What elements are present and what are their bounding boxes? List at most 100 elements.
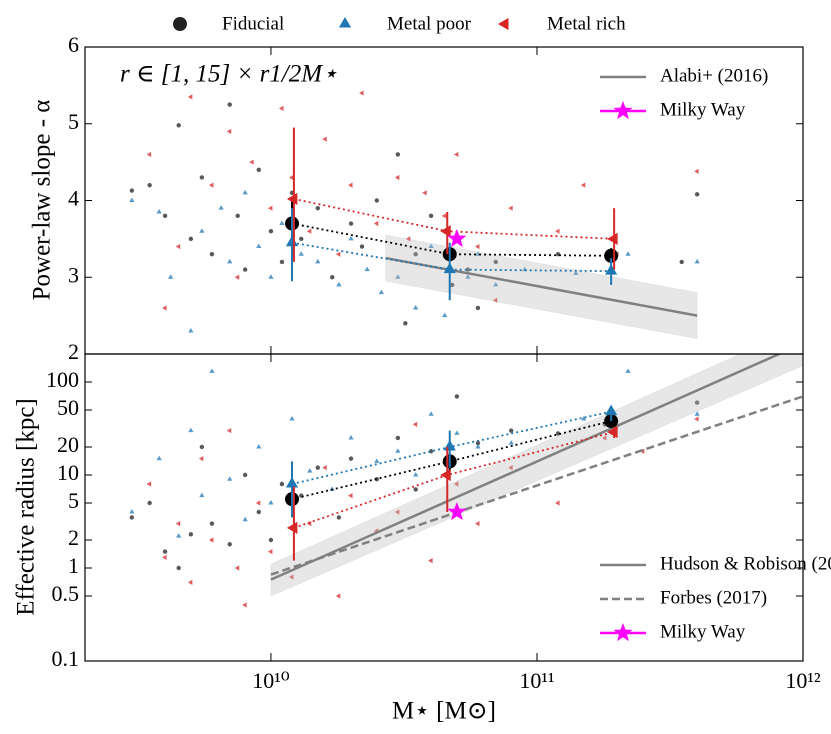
scatter-point <box>581 416 587 421</box>
scatter-point <box>199 444 205 450</box>
scatter-point <box>694 168 699 174</box>
scatter-point <box>413 487 418 492</box>
scatter-point <box>249 159 254 165</box>
scatter-point <box>199 228 205 233</box>
y-tick-label: 5 <box>68 109 79 134</box>
scatter-point <box>493 281 499 287</box>
binned-marker <box>440 468 451 482</box>
scatter-point <box>694 411 700 416</box>
scatter-point <box>242 516 248 522</box>
scatter-point <box>188 236 194 242</box>
scatter-point <box>348 434 354 440</box>
scatter-point <box>336 515 342 520</box>
scatter-point <box>242 267 248 272</box>
scatter-point <box>255 500 261 506</box>
binned-marker <box>285 235 299 247</box>
scatter-point <box>359 244 365 249</box>
scatter-point <box>146 151 152 158</box>
scatter-point <box>175 243 181 250</box>
scatter-point <box>279 220 285 226</box>
scatter-point <box>428 411 434 416</box>
scatter-point <box>454 430 460 435</box>
binned-marker <box>440 225 451 238</box>
scatter-point <box>242 189 248 195</box>
legend-label: Fiducial <box>222 13 284 34</box>
scatter-point <box>146 481 152 487</box>
scatter-point <box>162 554 167 561</box>
scatter-point <box>307 468 313 473</box>
legend-label: Hudson & Robison (2018) <box>660 553 831 574</box>
scatter-point <box>474 521 480 527</box>
scatter-point <box>188 427 194 433</box>
binned-marker <box>285 477 299 488</box>
legend-label: Forbes (2017) <box>660 587 767 608</box>
scatter-point <box>315 205 320 211</box>
scatter-point <box>422 190 427 196</box>
scatter-point <box>453 481 459 487</box>
scatter-point <box>176 565 181 571</box>
scatter-point <box>449 282 455 288</box>
legend-marker <box>613 101 633 120</box>
y-tick-label: 6 <box>68 32 79 57</box>
scatter-point <box>428 558 433 564</box>
y-tick-label: 4 <box>68 186 79 211</box>
scatter-point <box>188 327 194 333</box>
x-axis-label: M⋆ [M⊙] <box>392 698 496 725</box>
scatter-point <box>147 500 152 506</box>
y-tick-label: 2 <box>68 525 79 550</box>
relation-line <box>270 395 803 576</box>
scatter-point <box>475 440 481 446</box>
y-tick-label: 3 <box>68 262 79 287</box>
scatter-point <box>394 174 400 181</box>
plot-area <box>129 90 700 339</box>
binned-marker <box>605 264 618 275</box>
legend-marker <box>498 17 509 31</box>
scatter-point <box>454 394 460 399</box>
scatter-point <box>493 259 498 265</box>
scatter-point <box>226 428 232 434</box>
scatter-point <box>218 205 224 210</box>
binned-marker <box>286 192 298 206</box>
scatter-point <box>187 94 193 100</box>
scatter-point <box>413 471 419 477</box>
binned-marker <box>443 262 456 274</box>
scatter-point <box>209 252 215 257</box>
scatter-point <box>625 251 631 256</box>
scatter-point <box>625 368 631 373</box>
scatter-point <box>268 499 274 505</box>
scatter-point <box>289 416 295 421</box>
scatter-point <box>268 537 274 543</box>
scatter-point <box>278 105 284 112</box>
y-tick-label: 5 <box>68 488 79 513</box>
scatter-point <box>335 251 341 257</box>
scatter-point <box>209 521 215 526</box>
x-tick-label: 10¹² <box>785 668 821 693</box>
scatter-point <box>256 509 261 515</box>
scatter-point <box>694 416 699 422</box>
legend-marker <box>613 623 633 642</box>
scatter-point <box>428 213 434 219</box>
y-axis-label: Effective radius [kpc] <box>13 398 40 616</box>
scatter-point <box>348 221 354 226</box>
scatter-point <box>465 267 471 272</box>
axes-frame <box>84 353 804 662</box>
scatter-point <box>176 533 182 538</box>
scatter-point <box>289 574 294 580</box>
scatter-point <box>394 509 400 515</box>
y-tick-label: 0.5 <box>52 581 80 606</box>
relation-line <box>270 354 783 581</box>
scatter-point <box>279 481 285 487</box>
scatter-point <box>256 444 262 449</box>
scatter-point <box>335 593 341 599</box>
scatter-point <box>199 175 205 180</box>
y-tick-label: 20 <box>57 432 79 457</box>
scatter-point <box>156 455 162 461</box>
scatter-point <box>235 213 240 219</box>
scatter-point <box>299 236 304 242</box>
legend-label: Metal rich <box>547 13 626 34</box>
y-tick-label: 100 <box>46 367 79 392</box>
scatter-point <box>256 243 262 249</box>
plot-area <box>129 354 803 608</box>
y-tick-label: 10 <box>57 460 79 485</box>
